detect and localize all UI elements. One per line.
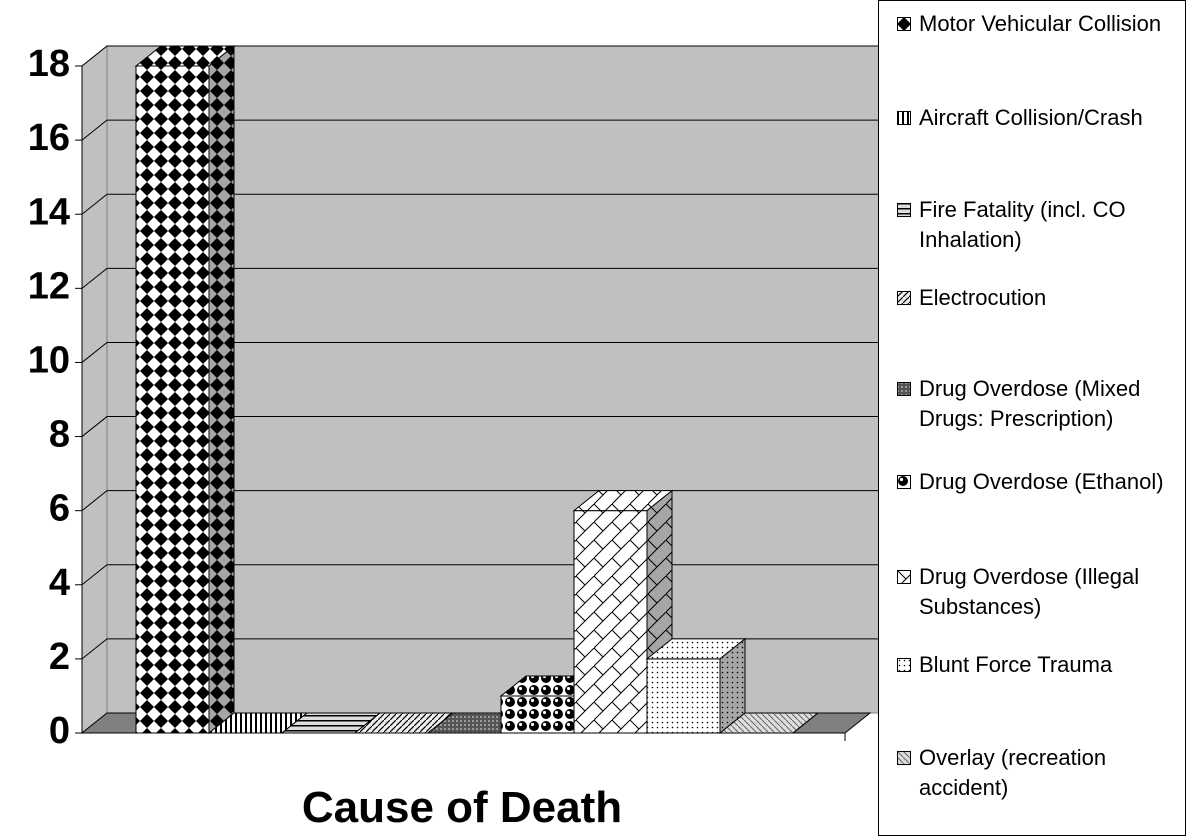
y-tick-label: 8 (49, 414, 70, 456)
back-wall (106, 45, 878, 714)
y-tick-label: 14 (28, 191, 70, 233)
y-tick-label: 12 (28, 265, 70, 307)
legend-swatch-rect (897, 751, 911, 765)
legend-swatch-rect (897, 570, 911, 584)
side-wall (81, 44, 108, 735)
legend-swatch-rect (897, 203, 911, 217)
bar (134, 44, 236, 735)
y-tick-label: 4 (49, 562, 70, 604)
legend-entry: Drug Overdose (Ethanol) (897, 467, 1186, 497)
bar-front (646, 658, 721, 734)
legend: Motor Vehicular Collision Aircraft Collis… (878, 0, 1186, 836)
legend-swatch (897, 658, 911, 672)
legend-swatch (897, 382, 911, 396)
legend-swatch (897, 111, 911, 125)
bar-side-shade (720, 638, 745, 733)
bar-side (792, 712, 819, 734)
y-tick-label: 2 (49, 636, 70, 678)
y-tick-label: 18 (28, 43, 70, 85)
legend-swatch (897, 475, 911, 489)
x-axis-label: Cause of Death (302, 783, 622, 832)
legend-label: Fire Fatality (incl. CO Inhalation) (919, 197, 1126, 252)
y-tick-label: 0 (49, 710, 70, 752)
legend-label: Drug Overdose (Illegal Substances) (919, 564, 1140, 619)
bar (645, 637, 747, 735)
legend-label: Drug Overdose (Mixed Drugs: Prescription… (919, 376, 1141, 431)
legend-swatch (897, 751, 911, 765)
grid-line (81, 267, 878, 289)
legend-swatch (897, 291, 911, 305)
y-tick-label: 6 (49, 488, 70, 530)
legend-swatch-rect (897, 475, 911, 489)
legend-label: Overlay (recreation accident) (919, 745, 1107, 800)
legend-entry: Aircraft Collision/Crash (897, 103, 1186, 133)
y-tick-label: 16 (28, 117, 70, 159)
legend-entry: Drug Overdose (Illegal Substances) (897, 562, 1186, 622)
bar-front (573, 510, 648, 734)
legend-entry: Electrocution (897, 283, 1186, 313)
legend-swatch (897, 203, 911, 217)
grid-line (81, 45, 878, 67)
grid-line (81, 416, 878, 437)
grid-line (81, 193, 878, 215)
legend-label: Drug Overdose (Ethanol) (919, 469, 1164, 494)
legend-swatch-rect (897, 291, 911, 305)
grid-line (81, 119, 878, 141)
bar-front (135, 65, 210, 734)
grid-line (81, 341, 878, 363)
legend-label: Motor Vehicular Collision (919, 11, 1162, 36)
legend-swatch (897, 17, 911, 31)
legend-entry: Motor Vehicular Collision (897, 9, 1186, 39)
legend-entry: Drug Overdose (Mixed Drugs: Prescription… (897, 374, 1186, 434)
legend-swatch (897, 570, 911, 584)
legend-entry: Overlay (recreation accident) (897, 743, 1186, 803)
legend-label: Electrocution (919, 285, 1047, 310)
y-tick-label: 10 (28, 339, 70, 381)
legend-swatch-rect (897, 111, 911, 125)
bar (572, 489, 674, 735)
legend-swatch-rect (897, 658, 911, 672)
legend-entry: Blunt Force Trauma (897, 650, 1186, 680)
bar (718, 712, 820, 734)
bar-front (500, 695, 575, 734)
chart: Cause of Death 0 2 4 6 8 10 12 14 16 18 (28, 43, 878, 832)
legend-swatch-rect (897, 17, 911, 31)
legend-swatch-rect (897, 382, 911, 396)
bar-side-shade (209, 46, 234, 733)
legend-label: Blunt Force Trauma (919, 652, 1113, 677)
legend-label: Aircraft Collision/Crash (919, 105, 1143, 130)
legend-entry: Fire Fatality (incl. CO Inhalation) (897, 195, 1186, 255)
